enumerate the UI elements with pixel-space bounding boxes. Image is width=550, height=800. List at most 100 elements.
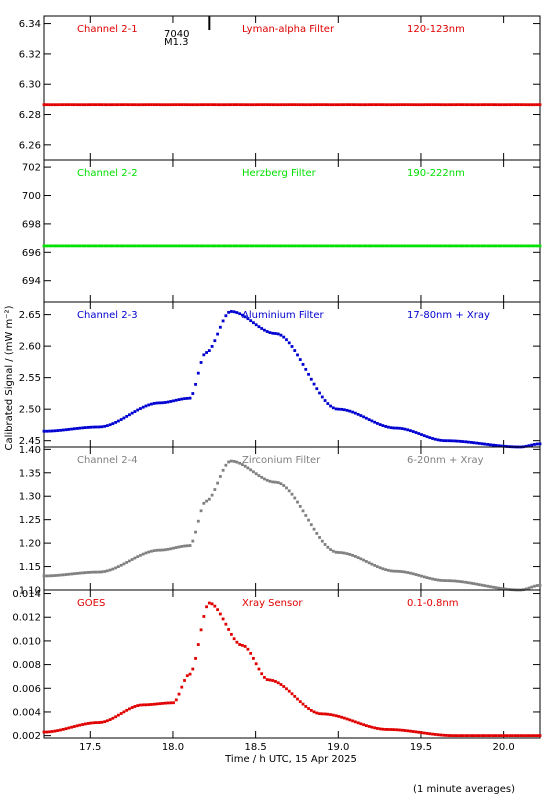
data-point — [414, 573, 418, 576]
data-point — [72, 725, 76, 728]
data-point — [296, 103, 299, 107]
data-point — [309, 377, 313, 381]
data-point — [268, 331, 272, 334]
data-point — [422, 103, 426, 107]
data-point — [392, 728, 396, 732]
y-tick-label: 1.25 — [19, 515, 41, 526]
data-point — [111, 567, 115, 571]
data-point — [114, 715, 118, 719]
data-point — [447, 734, 451, 737]
data-point — [221, 319, 225, 323]
data-point — [105, 569, 109, 573]
data-point — [439, 733, 443, 737]
data-point — [458, 439, 462, 443]
data-point — [177, 545, 181, 549]
data-point — [249, 244, 253, 248]
data-point — [406, 244, 410, 248]
data-point — [243, 315, 247, 319]
data-point — [130, 706, 134, 709]
data-point — [353, 720, 357, 724]
data-point — [285, 244, 288, 248]
data-point — [119, 712, 123, 715]
data-point — [403, 103, 407, 107]
data-point — [527, 103, 531, 107]
data-point — [158, 702, 162, 706]
data-point — [177, 244, 181, 248]
data-point — [348, 553, 352, 556]
data-point — [398, 244, 401, 248]
data-point — [381, 103, 385, 107]
data-point — [139, 553, 142, 557]
data-point — [425, 435, 429, 439]
data-point — [111, 716, 115, 720]
data-point — [395, 426, 399, 430]
data-point — [122, 562, 126, 566]
data-point — [216, 244, 219, 248]
data-point — [425, 731, 429, 735]
data-point — [144, 703, 148, 707]
data-point — [516, 734, 520, 738]
y-tick-label: 694 — [22, 276, 41, 287]
data-point — [535, 734, 539, 738]
data-point — [70, 427, 73, 431]
x-tick-label: 17.5 — [79, 742, 101, 753]
x-axis-label: Time / h UTC, 15 Apr 2025 — [224, 754, 357, 765]
data-point — [367, 418, 371, 421]
data-point — [276, 681, 280, 685]
filter-label: Lyman-alpha Filter — [242, 24, 335, 35]
data-point — [147, 550, 151, 554]
data-point — [227, 310, 231, 314]
data-point — [141, 703, 145, 707]
data-point — [301, 103, 305, 107]
data-point — [455, 244, 459, 248]
data-point — [122, 103, 126, 107]
data-point — [453, 439, 456, 443]
data-point — [205, 103, 208, 107]
data-point — [155, 401, 159, 405]
data-point — [384, 244, 388, 248]
data-point — [210, 602, 214, 606]
y-tick-label: 6.32 — [19, 49, 41, 60]
event-id: 7040 — [164, 29, 189, 40]
data-point — [188, 544, 192, 547]
data-point — [221, 103, 225, 107]
data-point — [81, 723, 84, 726]
data-point — [136, 244, 140, 248]
data-point — [359, 722, 363, 726]
data-point — [42, 730, 46, 734]
data-point — [420, 433, 423, 437]
data-point — [166, 547, 170, 551]
y-tick-label: 696 — [22, 248, 41, 259]
data-point — [100, 103, 104, 107]
data-point — [169, 547, 173, 551]
data-point — [232, 310, 236, 314]
data-point — [367, 244, 371, 248]
data-point — [83, 244, 87, 248]
data-point — [158, 401, 162, 405]
data-point — [348, 244, 352, 248]
data-point — [387, 244, 390, 248]
data-point — [133, 705, 137, 708]
data-point — [409, 571, 412, 575]
data-point — [163, 701, 167, 705]
data-point — [92, 244, 95, 248]
data-point — [94, 425, 98, 429]
data-point — [243, 244, 247, 248]
data-point — [466, 244, 470, 248]
data-point — [480, 244, 484, 248]
data-point — [59, 728, 62, 732]
data-point — [293, 496, 297, 500]
data-point — [174, 244, 178, 248]
data-point — [268, 244, 272, 248]
data-point — [56, 244, 60, 248]
data-point — [502, 444, 506, 448]
data-point — [260, 475, 264, 479]
data-point — [199, 361, 203, 364]
data-point — [472, 734, 476, 738]
data-point — [183, 244, 186, 248]
data-point — [128, 559, 131, 563]
data-point — [433, 103, 437, 107]
data-point — [150, 402, 153, 406]
y-tick-label: 0.002 — [12, 731, 41, 742]
data-point — [376, 565, 379, 569]
